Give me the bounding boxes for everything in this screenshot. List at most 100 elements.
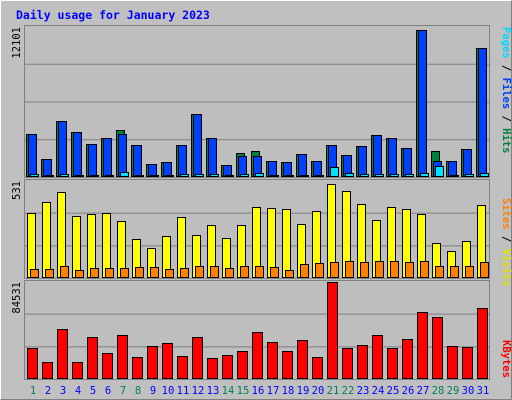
bar-kbytes-day-4 (72, 362, 83, 379)
bar-pages-day-19 (300, 175, 309, 177)
bar-sites-day-16 (255, 266, 264, 278)
bar-files-day-30 (463, 149, 472, 177)
bar-kbytes-day-8 (132, 357, 143, 379)
bar-files-day-29 (448, 161, 457, 177)
x-label-day-12: 12 (192, 385, 205, 397)
bar-files-day-13 (208, 138, 217, 177)
bar-kbytes-day-25 (387, 348, 398, 379)
bar-sites-day-10 (165, 269, 174, 278)
bar-pages-day-24 (375, 174, 384, 177)
bar-visits-day-3 (57, 192, 66, 278)
x-label-day-14: 14 (222, 385, 235, 397)
bar-visits-day-2 (42, 202, 51, 278)
bar-visits-day-4 (72, 216, 81, 278)
x-label-day-26: 26 (402, 385, 415, 397)
bar-sites-day-28 (435, 266, 444, 278)
bar-kbytes-day-15 (237, 351, 248, 379)
x-label-day-8: 8 (135, 385, 141, 397)
bar-sites-day-2 (45, 269, 54, 278)
bar-pages-day-21 (330, 167, 339, 177)
bar-sites-day-24 (375, 261, 384, 278)
bar-files-day-10 (163, 162, 172, 177)
bar-kbytes-day-31 (477, 308, 488, 379)
x-label-day-19: 19 (297, 385, 310, 397)
bar-kbytes-day-13 (207, 358, 218, 379)
bar-pages-day-31 (480, 173, 489, 177)
bar-kbytes-day-10 (162, 343, 173, 379)
bar-pages-day-13 (210, 174, 219, 177)
bar-sites-day-14 (225, 268, 234, 278)
bar-kbytes-day-12 (192, 337, 203, 379)
legend-sep: / (500, 59, 512, 78)
bar-kbytes-day-17 (267, 342, 278, 379)
bar-files-day-7 (118, 134, 127, 177)
bar-pages-day-22 (345, 173, 354, 177)
bar-kbytes-day-24 (372, 335, 383, 379)
visits-max-label: 531 (11, 181, 23, 200)
bar-sites-day-11 (180, 268, 189, 278)
bar-kbytes-day-18 (282, 351, 293, 379)
bar-pages-day-20 (315, 175, 324, 177)
bar-pages-day-3 (60, 174, 69, 177)
x-label-day-3: 3 (60, 385, 66, 397)
bar-kbytes-day-2 (42, 362, 53, 379)
bar-files-day-27 (418, 30, 427, 177)
bar-pages-day-9 (150, 175, 159, 177)
x-label-day-31: 31 (477, 385, 490, 397)
bar-sites-day-30 (465, 266, 474, 278)
bar-pages-day-5 (90, 175, 99, 177)
x-label-day-4: 4 (75, 385, 81, 397)
panel-1-bars (26, 30, 489, 177)
x-label-day-29: 29 (447, 385, 460, 397)
bar-pages-day-25 (390, 174, 399, 177)
bar-kbytes-day-30 (462, 347, 473, 379)
bar-files-day-14 (223, 165, 232, 177)
bar-sites-day-7 (120, 268, 129, 278)
bar-files-day-20 (313, 161, 322, 177)
legend-visits: Visits (500, 249, 512, 287)
bar-files-day-5 (88, 144, 97, 177)
panel-3-bars (27, 282, 488, 379)
bar-sites-day-1 (30, 269, 39, 278)
bar-sites-day-9 (150, 267, 159, 278)
bar-files-day-11 (178, 145, 187, 177)
x-label-day-30: 30 (462, 385, 475, 397)
bar-pages-day-16 (255, 173, 264, 177)
x-label-day-17: 17 (267, 385, 280, 397)
legend-kbytes: KBytes (500, 340, 512, 378)
bar-visits-day-18 (282, 209, 291, 278)
bar-pages-day-1 (30, 174, 39, 177)
bar-visits-day-1 (27, 213, 36, 278)
x-label-day-6: 6 (105, 385, 111, 397)
bar-sites-day-13 (210, 266, 219, 278)
bar-files-day-25 (388, 138, 397, 177)
bar-sites-day-12 (195, 266, 204, 278)
kbytes-max-label: 84531 (11, 282, 23, 314)
legend-hits-files-pages: Pages / Files / Hits (500, 27, 512, 153)
bar-kbytes-day-5 (87, 337, 98, 379)
bar-kbytes-day-27 (417, 312, 428, 379)
bar-pages-day-29 (450, 175, 459, 177)
bar-sites-day-23 (360, 262, 369, 278)
bar-sites-day-5 (90, 268, 99, 278)
bar-files-day-2 (43, 159, 52, 177)
legend-files: Files (500, 78, 512, 110)
x-label-day-20: 20 (312, 385, 325, 397)
x-label-day-23: 23 (357, 385, 370, 397)
bar-kbytes-day-29 (447, 346, 458, 379)
bar-pages-day-28 (435, 166, 444, 177)
legend-sep: / (500, 230, 512, 249)
bar-pages-day-7 (120, 172, 129, 177)
bar-kbytes-day-26 (402, 339, 413, 379)
bar-kbytes-day-28 (432, 317, 443, 379)
bar-pages-day-27 (420, 173, 429, 177)
bar-kbytes-day-22 (342, 348, 353, 379)
bar-pages-day-18 (285, 175, 294, 177)
x-label-day-10: 10 (162, 385, 175, 397)
legend-pages: Pages (500, 27, 512, 59)
bar-kbytes-day-20 (312, 357, 323, 379)
bar-files-day-4 (73, 132, 82, 177)
bar-sites-day-8 (135, 267, 144, 278)
bar-kbytes-day-21 (327, 282, 338, 379)
